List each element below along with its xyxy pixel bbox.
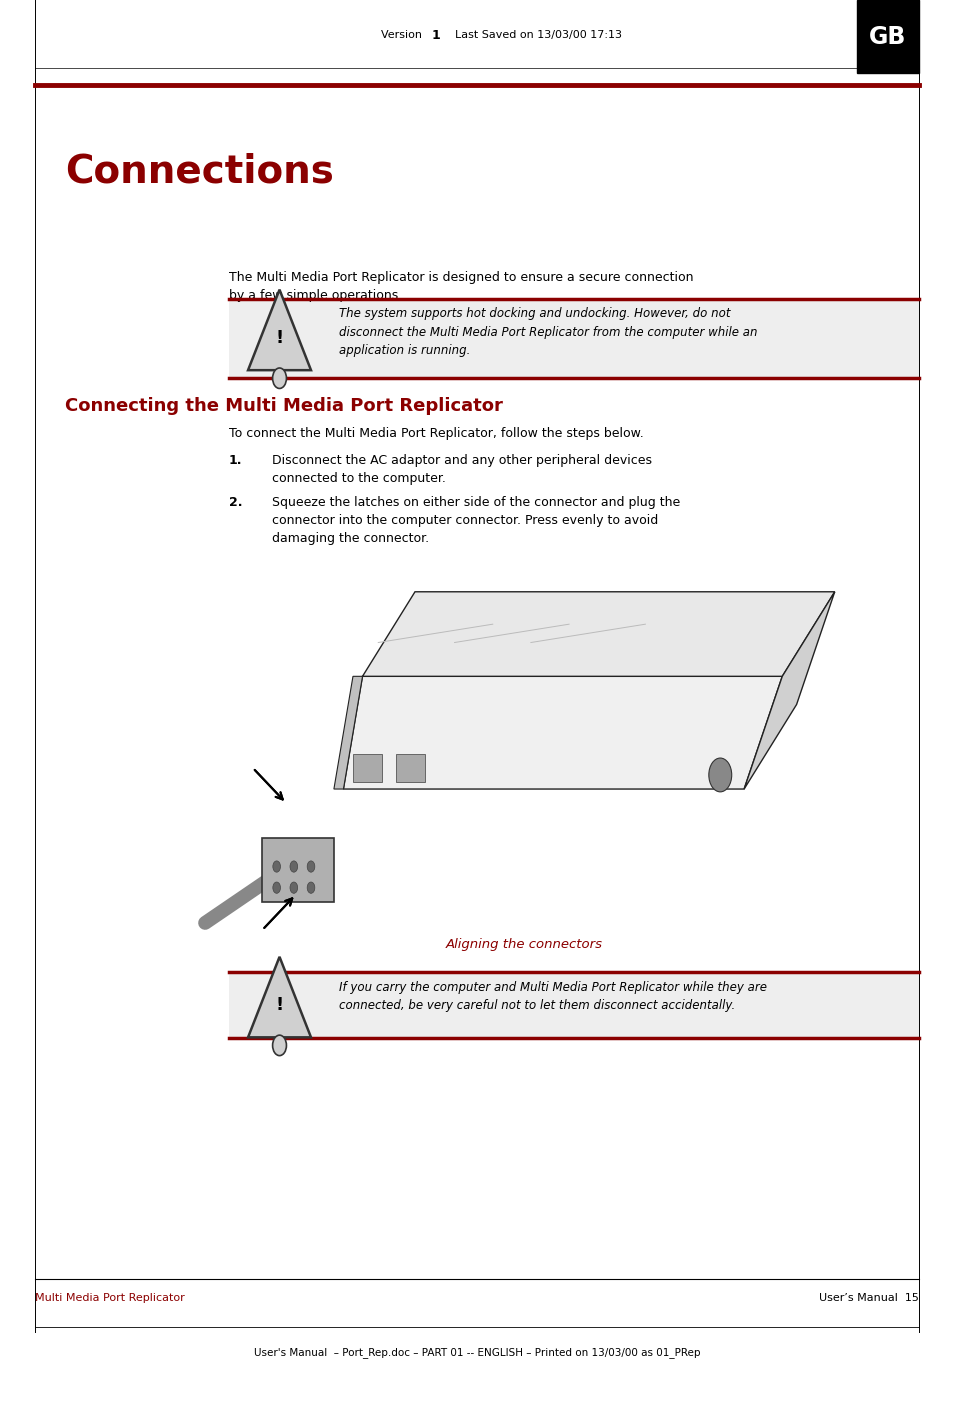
Text: User's Manual  – Port_Rep.doc – PART 01 -- ENGLISH – Printed on 13/03/00 as 01_P: User's Manual – Port_Rep.doc – PART 01 -… (253, 1347, 700, 1358)
Circle shape (307, 882, 314, 893)
Text: Squeeze the latches on either side of the connector and plug the
connector into : Squeeze the latches on either side of th… (272, 496, 679, 545)
Text: Version: Version (381, 30, 429, 41)
Circle shape (290, 861, 297, 872)
Text: Last Saved on 13/03/00 17:13: Last Saved on 13/03/00 17:13 (448, 30, 621, 41)
Text: Disconnect the AC adaptor and any other peripheral devices
connected to the comp: Disconnect the AC adaptor and any other … (272, 454, 651, 485)
Text: The Multi Media Port Replicator is designed to ensure a secure connection
by a f: The Multi Media Port Replicator is desig… (229, 271, 693, 302)
Text: 1: 1 (431, 28, 439, 42)
Text: Multi Media Port Replicator: Multi Media Port Replicator (35, 1293, 185, 1303)
Polygon shape (248, 290, 311, 371)
Polygon shape (743, 592, 834, 789)
Text: Connections: Connections (65, 154, 334, 190)
Circle shape (273, 861, 280, 872)
Circle shape (273, 368, 286, 389)
Text: To connect the Multi Media Port Replicator, follow the steps below.: To connect the Multi Media Port Replicat… (229, 427, 643, 440)
FancyBboxPatch shape (395, 754, 424, 782)
FancyBboxPatch shape (353, 754, 381, 782)
FancyBboxPatch shape (229, 972, 918, 1038)
FancyBboxPatch shape (229, 299, 918, 378)
Text: !: ! (275, 996, 283, 1014)
Text: GB: GB (867, 24, 905, 49)
Polygon shape (362, 592, 834, 676)
Circle shape (708, 758, 731, 792)
Circle shape (273, 1036, 286, 1055)
Text: 2.: 2. (229, 496, 242, 509)
Text: The system supports hot docking and undocking. However, do not
disconnect the Mu: The system supports hot docking and undo… (338, 307, 757, 356)
Text: 1.: 1. (229, 454, 242, 466)
Circle shape (273, 882, 280, 893)
Circle shape (290, 882, 297, 893)
Text: User’s Manual  15: User’s Manual 15 (818, 1293, 918, 1303)
FancyBboxPatch shape (262, 838, 334, 902)
Polygon shape (248, 957, 311, 1037)
Polygon shape (343, 676, 781, 789)
FancyBboxPatch shape (856, 0, 918, 73)
Polygon shape (334, 676, 362, 789)
Text: !: ! (275, 328, 283, 347)
Text: If you carry the computer and Multi Media Port Replicator while they are
connect: If you carry the computer and Multi Medi… (338, 981, 766, 1012)
Circle shape (307, 861, 314, 872)
Text: Connecting the Multi Media Port Replicator: Connecting the Multi Media Port Replicat… (65, 397, 502, 416)
Text: Aligning the connectors: Aligning the connectors (446, 937, 602, 951)
